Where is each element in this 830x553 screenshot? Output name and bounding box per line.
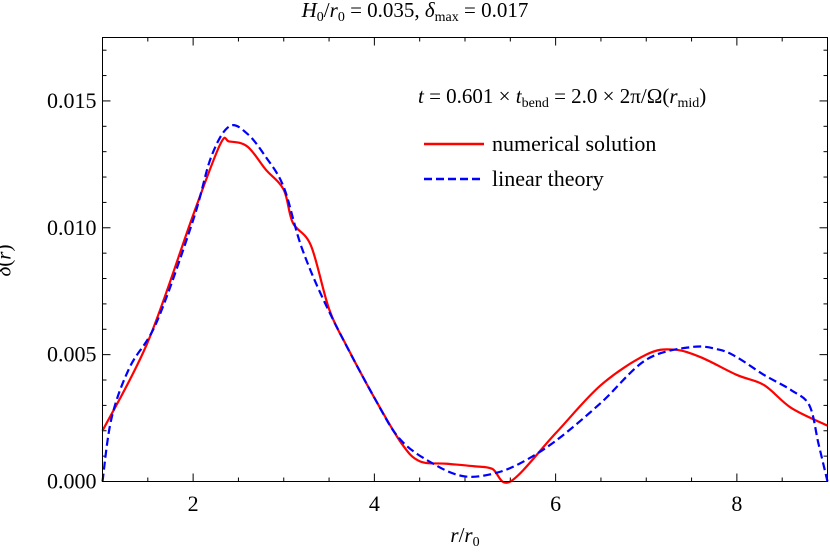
x-tick-label: 4 <box>369 491 380 516</box>
annotation-part: = 0.601 × <box>423 84 516 108</box>
title-part: / <box>323 0 330 22</box>
series-line-numerical-solution <box>101 136 828 484</box>
title-part: = 0.017 <box>458 0 529 22</box>
title-part: H <box>301 0 317 22</box>
x-axis-label: r/r0 <box>0 523 830 550</box>
axis-ticks: 2 4 6 8 0.000 0.005 0.010 0.015 <box>47 37 828 516</box>
xlabel-part: 0 <box>472 535 480 550</box>
xlabel-part: / <box>458 523 465 547</box>
title-part: 0 <box>316 10 324 25</box>
xlabel-part: r <box>464 523 473 547</box>
plot-frame <box>102 37 828 482</box>
title-part: δ <box>424 0 435 22</box>
ylabel-part: ) <box>0 245 15 252</box>
annotation-part: mid <box>677 96 700 111</box>
x-tick-label: 6 <box>550 491 561 516</box>
series-line-linear-theory <box>101 124 829 482</box>
legend-label: linear theory <box>492 166 604 191</box>
y-tick-label: 0.000 <box>47 469 97 494</box>
chart-annotation: t = 0.601 × tbend = 2.0 × 2π/Ω(rmid) <box>418 84 707 111</box>
annotation-part: = 2.0 × 2π/Ω( <box>548 84 670 108</box>
annotation-part: t <box>515 84 522 108</box>
title-part: r <box>329 0 338 22</box>
y-tick-label: 0.010 <box>47 215 97 240</box>
annotation-part: t <box>418 84 424 108</box>
ylabel-part: δ <box>0 267 15 277</box>
y-tick-label: 0.005 <box>47 342 97 367</box>
legend-label: numerical solution <box>492 131 656 156</box>
y-tick-label: 0.015 <box>47 88 97 113</box>
legend: numerical solution linear theory <box>424 131 656 191</box>
annotation-part: ) <box>699 84 707 108</box>
title-part: max <box>434 10 459 25</box>
ylabel-part: r <box>0 252 15 260</box>
chart-title: H0/r0 = 0.035, δmax = 0.017 <box>0 0 830 25</box>
x-tick-label: 2 <box>188 491 199 516</box>
annotation-part: bend <box>521 96 549 111</box>
x-tick-label: 8 <box>731 491 742 516</box>
y-axis-label: δ(r) <box>0 245 16 277</box>
title-part: 0 <box>337 10 345 25</box>
xlabel-part: r <box>450 523 459 547</box>
series-lines <box>101 124 829 484</box>
title-part: = 0.035, <box>344 0 425 22</box>
ylabel-part: ( <box>0 260 15 267</box>
annotation-part: r <box>669 84 678 108</box>
